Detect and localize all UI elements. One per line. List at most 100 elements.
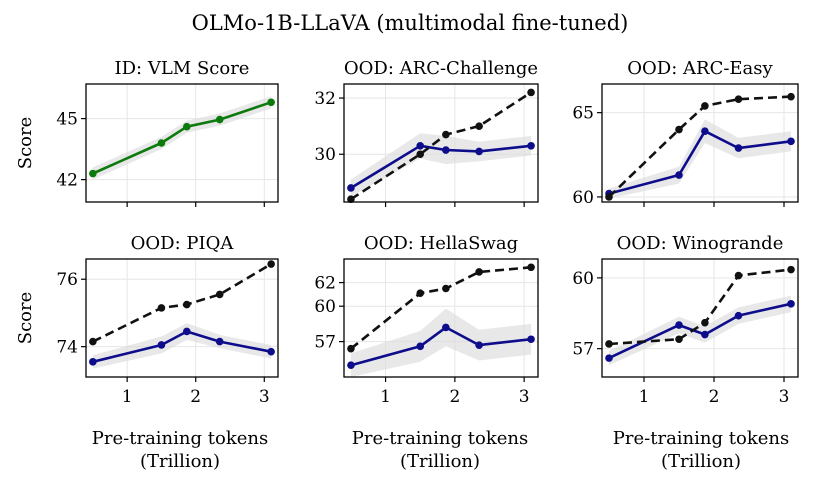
y-tick-label: 60 (572, 188, 594, 208)
axes-frame (85, 258, 279, 378)
y-axis-label-row-2: Score (15, 292, 36, 345)
data-point (267, 347, 275, 356)
x-tick-label: 3 (519, 387, 530, 407)
x-tick-label: 2 (709, 387, 720, 407)
data-point (347, 361, 355, 370)
confidence-band (92, 96, 272, 180)
panel-1: ID: VLM Score 42 45 (56, 58, 279, 207)
figure-title: OLMo-1B-LLaVA (multimodal fine-tuned) (192, 11, 629, 35)
y-tick-label: 57 (314, 333, 336, 353)
data-point (701, 127, 709, 135)
confidence-band (350, 133, 532, 197)
y-tick-label: 60 (314, 297, 336, 317)
y-tick-label: 76 (56, 270, 78, 290)
data-point (734, 271, 743, 280)
x-axis-label-line1: Pre-training tokens (92, 428, 268, 449)
y-tick-label: 62 (314, 274, 336, 294)
data-point (701, 318, 709, 327)
data-point (475, 268, 483, 276)
data-point (787, 92, 795, 101)
panel-title: OOD: PIQA (131, 233, 235, 254)
x-axis-label-line2: (Trillion) (661, 451, 741, 472)
y-tick-label: 30 (314, 145, 336, 165)
series-multimodal (605, 295, 795, 366)
x-axis-label-col-2: Pre-training tokens (Trillion) (352, 428, 528, 472)
panel-title: OOD: ARC-Easy (627, 58, 773, 79)
data-point (734, 311, 743, 320)
panel-title: OOD: HellaSwag (364, 233, 518, 254)
data-point (787, 265, 795, 274)
x-tick-label: 3 (779, 387, 790, 407)
data-point (347, 184, 355, 192)
y-tick-label: 45 (56, 110, 78, 130)
panel-title: ID: VLM Score (115, 58, 250, 79)
data-point (89, 337, 97, 346)
panel-2: OOD: ARC-Challenge 30 32 (314, 58, 539, 207)
data-point (416, 289, 425, 298)
y-axis-label-row-1: Score (15, 117, 36, 170)
data-point (527, 335, 535, 344)
series-multimodal (347, 308, 535, 377)
series-text-only (347, 88, 535, 203)
data-point (675, 335, 683, 344)
data-point (215, 290, 224, 299)
confidence-band (350, 308, 532, 377)
x-axis-label-line2: (Trillion) (400, 451, 480, 472)
data-point (787, 137, 795, 146)
data-point (442, 146, 450, 154)
data-point (215, 115, 224, 124)
panel-4: OOD: PIQA 74 76 1 2 3 (56, 233, 279, 407)
confidence-band (92, 323, 272, 369)
axes-frame (343, 258, 539, 378)
series-text-only (605, 92, 795, 201)
series-multimodal (89, 96, 275, 180)
y-tick-label: 57 (572, 340, 594, 360)
data-point (157, 139, 166, 147)
data-point (527, 88, 535, 97)
confidence-band (609, 295, 791, 366)
series-multimodal (605, 119, 795, 199)
x-tick-label: 1 (380, 387, 391, 407)
y-tick-label: 60 (572, 269, 594, 289)
data-point (734, 95, 743, 103)
axes-frame (601, 83, 799, 203)
x-tick-label: 1 (122, 387, 133, 407)
data-point (675, 171, 683, 179)
axes-frame (343, 83, 539, 203)
data-point (157, 341, 166, 349)
panel-title: OOD: ARC-Challenge (344, 58, 538, 79)
data-point (734, 144, 743, 152)
data-point (183, 300, 191, 309)
data-point (157, 304, 166, 312)
data-point (442, 130, 450, 139)
data-point (527, 263, 535, 272)
data-point (442, 284, 450, 293)
panel-5: OOD: HellaSwag 57 60 62 1 2 3 (314, 233, 539, 407)
data-point (675, 321, 683, 329)
data-point (475, 341, 483, 349)
panel-title: OOD: Winogrande (617, 233, 784, 254)
y-tick-label: 32 (314, 89, 336, 109)
x-axis-label-line1: Pre-training tokens (352, 428, 528, 449)
data-point (605, 340, 613, 348)
data-point (416, 142, 425, 150)
data-point (267, 98, 275, 107)
series-text-only (89, 260, 275, 346)
data-point (416, 150, 425, 159)
confidence-band (609, 119, 791, 199)
series-multimodal (347, 133, 535, 197)
data-point (787, 300, 795, 308)
series-text-only (347, 263, 535, 353)
axes-frame (85, 83, 279, 203)
x-axis-label-col-3: Pre-training tokens (Trillion) (613, 428, 789, 472)
y-tick-label: 42 (56, 171, 78, 191)
y-tick-label: 65 (572, 104, 594, 124)
data-point (183, 122, 191, 131)
x-tick-label: 3 (259, 387, 270, 407)
x-tick-label: 1 (639, 387, 650, 407)
data-point (701, 330, 709, 339)
x-tick-label: 2 (449, 387, 460, 407)
data-point (183, 327, 191, 336)
data-point (442, 323, 450, 332)
data-point (347, 195, 355, 203)
